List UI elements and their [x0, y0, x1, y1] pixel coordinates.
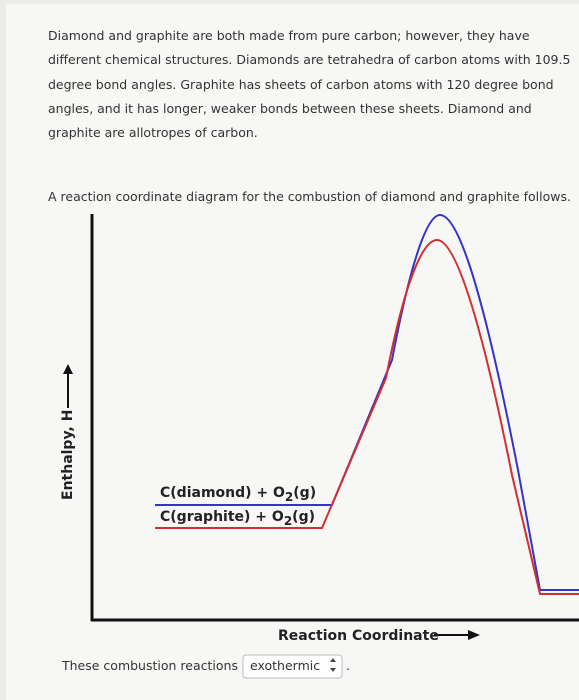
diamond-label: C(diamond) + O2(g) — [160, 485, 316, 504]
question-text: These combustion reactions are — [61, 658, 262, 673]
paragraph: Diamond and graphite are both made from … — [48, 28, 570, 140]
x-axis-label: Reaction Coordinate — [278, 628, 439, 644]
text-line: Diamond and graphite are both made from … — [48, 28, 530, 43]
select-arrows — [330, 658, 336, 672]
panel — [6, 4, 579, 700]
graphite-curve — [155, 238, 579, 595]
label-part: (g) — [292, 509, 315, 525]
y-axis-label: Enthalpy, H — [60, 410, 76, 500]
subscript: 2 — [284, 514, 292, 528]
period: . — [346, 658, 350, 673]
label-part: C(diamond) + O — [160, 485, 285, 501]
label-part: C(graphite) + O — [160, 509, 284, 525]
diagram: C(diamond) + O2(g) C(graphite) + O2(g) E… — [60, 213, 579, 644]
selected-option: exothermic — [250, 658, 320, 673]
answer-select[interactable] — [242, 654, 343, 679]
subscript: 2 — [285, 490, 293, 504]
label-part: (g) — [293, 485, 316, 501]
caption: A reaction coordinate diagram for the co… — [48, 189, 571, 204]
text-line: graphite are allotropes of carbon. — [48, 125, 258, 140]
y-arrowhead — [63, 364, 73, 374]
x-arrowhead — [468, 630, 480, 640]
text-line: different chemical structures. Diamonds … — [48, 52, 570, 67]
text-line: degree bond angles. Graphite has sheets … — [48, 77, 554, 92]
text-line: angles, and it has longer, weaker bonds … — [48, 101, 532, 116]
graphite-label: C(graphite) + O2(g) — [160, 509, 315, 528]
